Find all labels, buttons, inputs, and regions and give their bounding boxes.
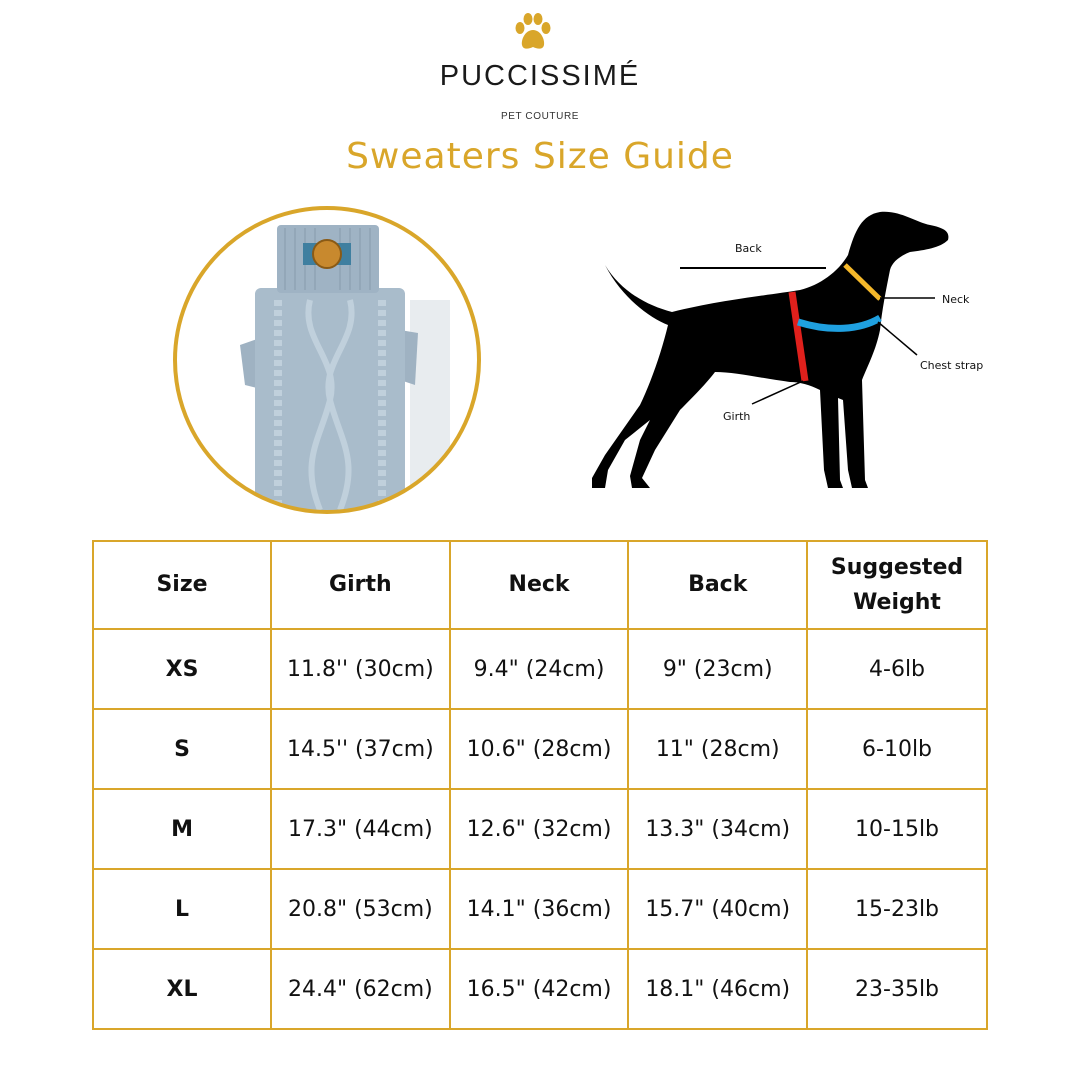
cell-size: L xyxy=(91,868,273,950)
table-row: XS 11.8'' (30cm) 9.4" (24cm) 9" (23cm) 4-6lb xyxy=(91,628,988,710)
cell-back: 18.1" (46cm) xyxy=(627,948,809,1030)
cell-neck: 9.4" (24cm) xyxy=(448,628,630,710)
label-neck: Neck xyxy=(942,293,970,306)
cell-girth: 14.5'' (37cm) xyxy=(270,708,451,790)
cell-girth: 20.8" (53cm) xyxy=(270,868,451,950)
header-neck: Neck xyxy=(448,540,630,630)
cell-back: 15.7" (40cm) xyxy=(627,868,809,950)
table-row: XL 24.4" (62cm) 16.5" (42cm) 18.1" (46cm) 23… xyxy=(91,948,988,1030)
table-row: S 14.5'' (37cm) 10.6" (28cm) 11" (28cm) 6-10… xyxy=(91,708,988,790)
header-weight: Suggested Weight xyxy=(806,540,988,630)
cell-weight: 10-15lb xyxy=(806,788,988,870)
cell-girth: 11.8'' (30cm) xyxy=(270,628,451,710)
dog-measurement-diagram: Back Neck Chest strap Girth xyxy=(592,211,983,488)
label-chest-strap: Chest strap xyxy=(920,359,983,372)
cell-size: S xyxy=(91,708,273,790)
cell-weight: 6-10lb xyxy=(806,708,988,790)
table-row: M 17.3" (44cm) 12.6" (32cm) 13.3" (34cm) 10-… xyxy=(91,788,988,870)
cell-neck: 14.1" (36cm) xyxy=(448,868,630,950)
cell-neck: 10.6" (28cm) xyxy=(448,708,630,790)
cell-size: XL xyxy=(91,948,273,1030)
label-girth: Girth xyxy=(723,410,750,423)
cell-back: 11" (28cm) xyxy=(627,708,809,790)
cell-neck: 12.6" (32cm) xyxy=(448,788,630,870)
header-back: Back xyxy=(627,540,809,630)
size-table: Size Girth Neck Back Suggested Weight XS… xyxy=(91,540,988,1030)
table-header-row: Size Girth Neck Back Suggested Weight xyxy=(91,540,988,630)
cell-girth: 24.4" (62cm) xyxy=(270,948,451,1030)
sweater-photo-frame xyxy=(173,206,481,514)
cell-back: 9" (23cm) xyxy=(627,628,809,710)
sweater-photo xyxy=(173,206,481,514)
cell-size: XS xyxy=(91,628,273,710)
cell-weight: 15-23lb xyxy=(806,868,988,950)
cell-weight: 23-35lb xyxy=(806,948,988,1030)
page-title: Sweaters Size Guide xyxy=(346,136,734,177)
brand-name: PUCCISSIMÉ xyxy=(439,60,641,92)
cell-size: M xyxy=(91,788,273,870)
header-girth: Girth xyxy=(270,540,451,630)
dog-silhouette xyxy=(592,211,949,488)
paw-print-icon xyxy=(515,13,551,49)
header-size: Size xyxy=(91,540,273,630)
cell-back: 13.3" (34cm) xyxy=(627,788,809,870)
table-row: L 20.8" (53cm) 14.1" (36cm) 15.7" (40cm) 15-… xyxy=(91,868,988,950)
cell-girth: 17.3" (44cm) xyxy=(270,788,451,870)
label-back: Back xyxy=(735,242,762,255)
cell-weight: 4-6lb xyxy=(806,628,988,710)
cell-neck: 16.5" (42cm) xyxy=(448,948,630,1030)
brand-tagline: PET COUTURE xyxy=(500,111,580,122)
